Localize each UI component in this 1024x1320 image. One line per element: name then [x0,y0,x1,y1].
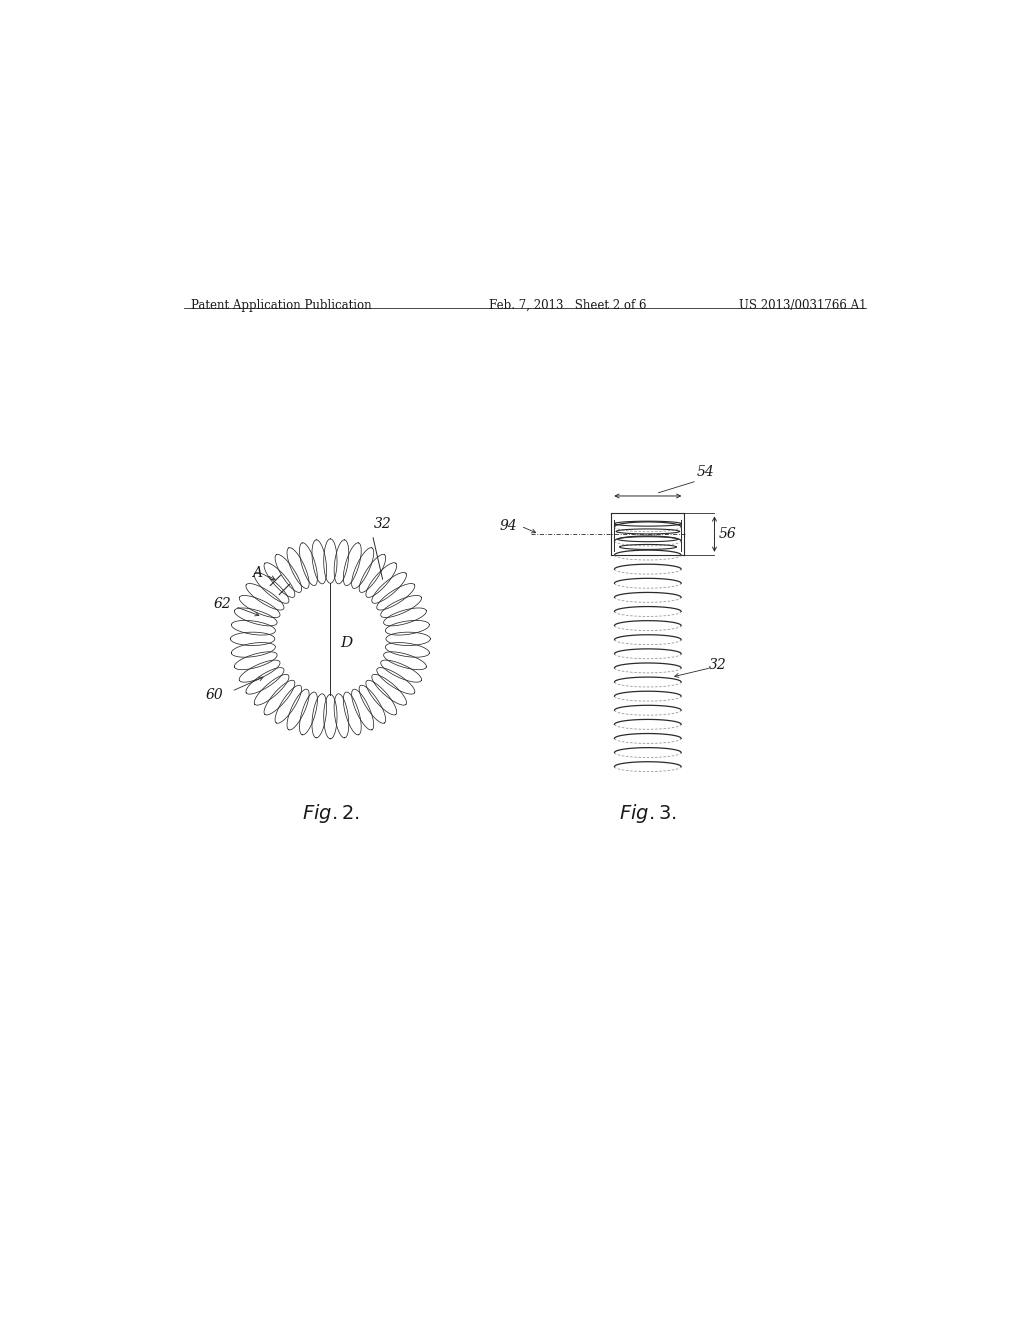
Text: 32: 32 [709,659,727,672]
Text: US 2013/0031766 A1: US 2013/0031766 A1 [738,300,866,312]
Text: Feb. 7, 2013   Sheet 2 of 6: Feb. 7, 2013 Sheet 2 of 6 [489,300,646,312]
Text: 94: 94 [499,519,517,533]
Text: D: D [340,636,352,649]
Text: A: A [252,566,262,581]
Text: 54: 54 [697,465,715,479]
Text: $\mathit{Fig. 2.}$: $\mathit{Fig. 2.}$ [302,803,359,825]
Text: 56: 56 [719,527,736,541]
Text: 60: 60 [206,688,223,702]
Text: Patent Application Publication: Patent Application Publication [191,300,372,312]
Text: 62: 62 [213,597,231,611]
Text: 32: 32 [374,517,392,531]
Text: $\mathit{Fig. 3.}$: $\mathit{Fig. 3.}$ [620,803,677,825]
